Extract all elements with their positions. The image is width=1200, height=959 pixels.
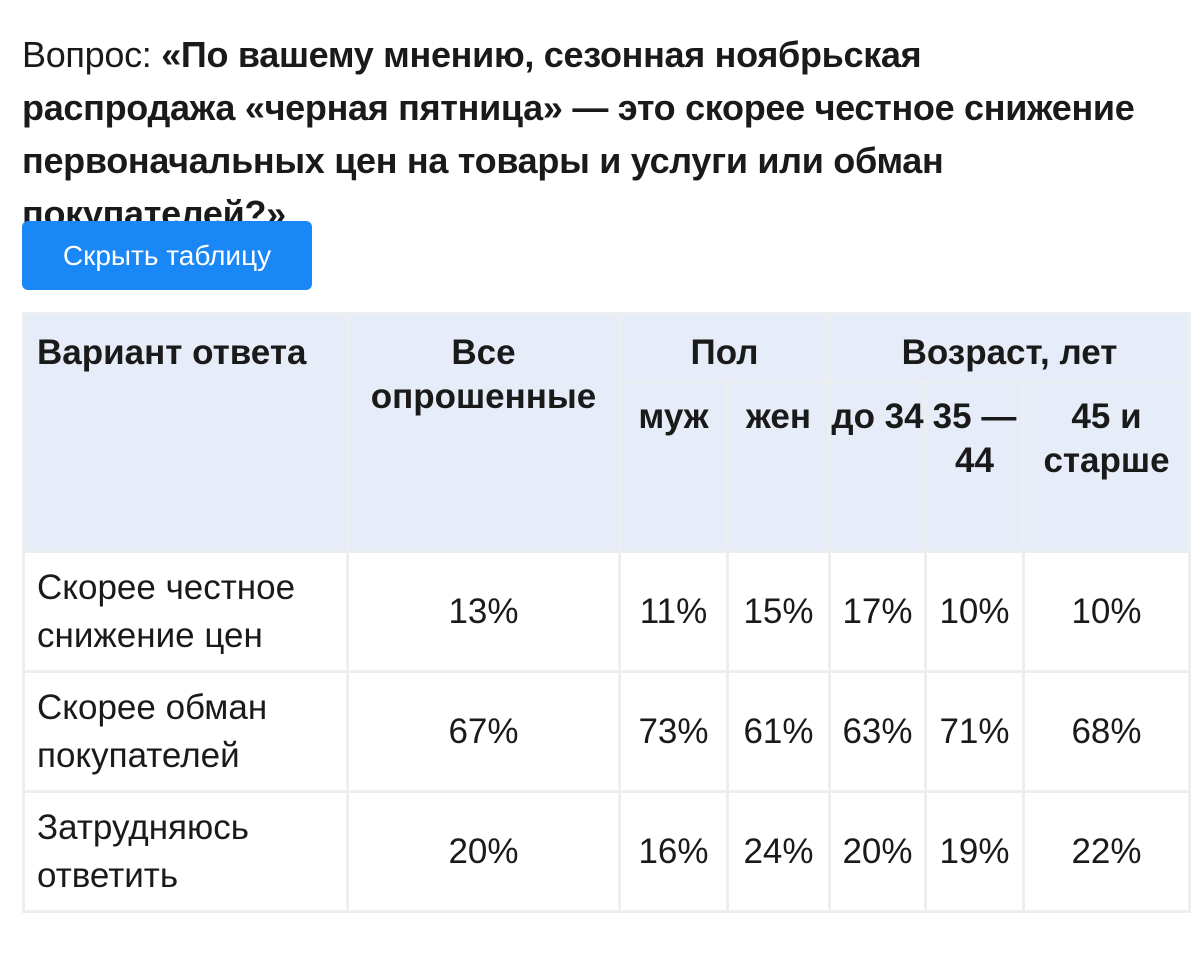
cell-age-35-44: 10% (924, 550, 1025, 673)
table-row: Скорее обман покупателей 67% 73% 61% 63%… (22, 670, 1192, 793)
cell-age-35-44: 19% (924, 790, 1025, 913)
header-age-35-44: 35 — 44 (924, 380, 1025, 553)
question-body: «По вашему мнению, сезонная ноябрьская р… (22, 34, 1135, 234)
header-answer-option: Вариант ответа (22, 312, 349, 553)
row-label: Скорее обман покупателей (22, 670, 349, 793)
row-label: Скорее честное снижение цен (22, 550, 349, 673)
header-all-respondents: Все опрошенные (346, 312, 621, 553)
table-row: Скорее честное снижение цен 13% 11% 15% … (22, 550, 1192, 673)
cell-age-45-plus: 68% (1021, 670, 1192, 793)
cell-male: 16% (618, 790, 729, 913)
cell-all: 67% (346, 670, 621, 793)
cell-all: 20% (346, 790, 621, 913)
cell-age-35-44: 71% (924, 670, 1025, 793)
cell-age-under-34: 17% (828, 550, 927, 673)
cell-female: 61% (726, 670, 831, 793)
cell-age-45-plus: 10% (1021, 550, 1192, 673)
hide-table-button[interactable]: Скрыть таблицу (22, 221, 312, 290)
row-label: Затрудняюсь ответить (22, 790, 349, 913)
header-female: жен (726, 380, 831, 553)
cell-all: 13% (346, 550, 621, 673)
cell-age-45-plus: 22% (1021, 790, 1192, 913)
cell-male: 73% (618, 670, 729, 793)
cell-age-under-34: 63% (828, 670, 927, 793)
results-table: Вариант ответа Все опрошенные Пол Возрас… (22, 312, 1192, 913)
question-text: Вопрос: «По вашему мнению, сезонная нояб… (22, 28, 1142, 240)
cell-male: 11% (618, 550, 729, 673)
header-age-45-plus: 45 и старше (1021, 380, 1192, 553)
header-age-group: Возраст, лет (827, 312, 1192, 383)
header-male: муж (618, 380, 729, 553)
header-gender-group: Пол (618, 312, 831, 383)
cell-female: 15% (726, 550, 831, 673)
cell-female: 24% (726, 790, 831, 913)
question-prefix: Вопрос: (22, 34, 152, 75)
header-age-under-34: до 34 (828, 380, 927, 553)
table-row: Затрудняюсь ответить 20% 16% 24% 20% 19%… (22, 790, 1192, 913)
cell-age-under-34: 20% (828, 790, 927, 913)
